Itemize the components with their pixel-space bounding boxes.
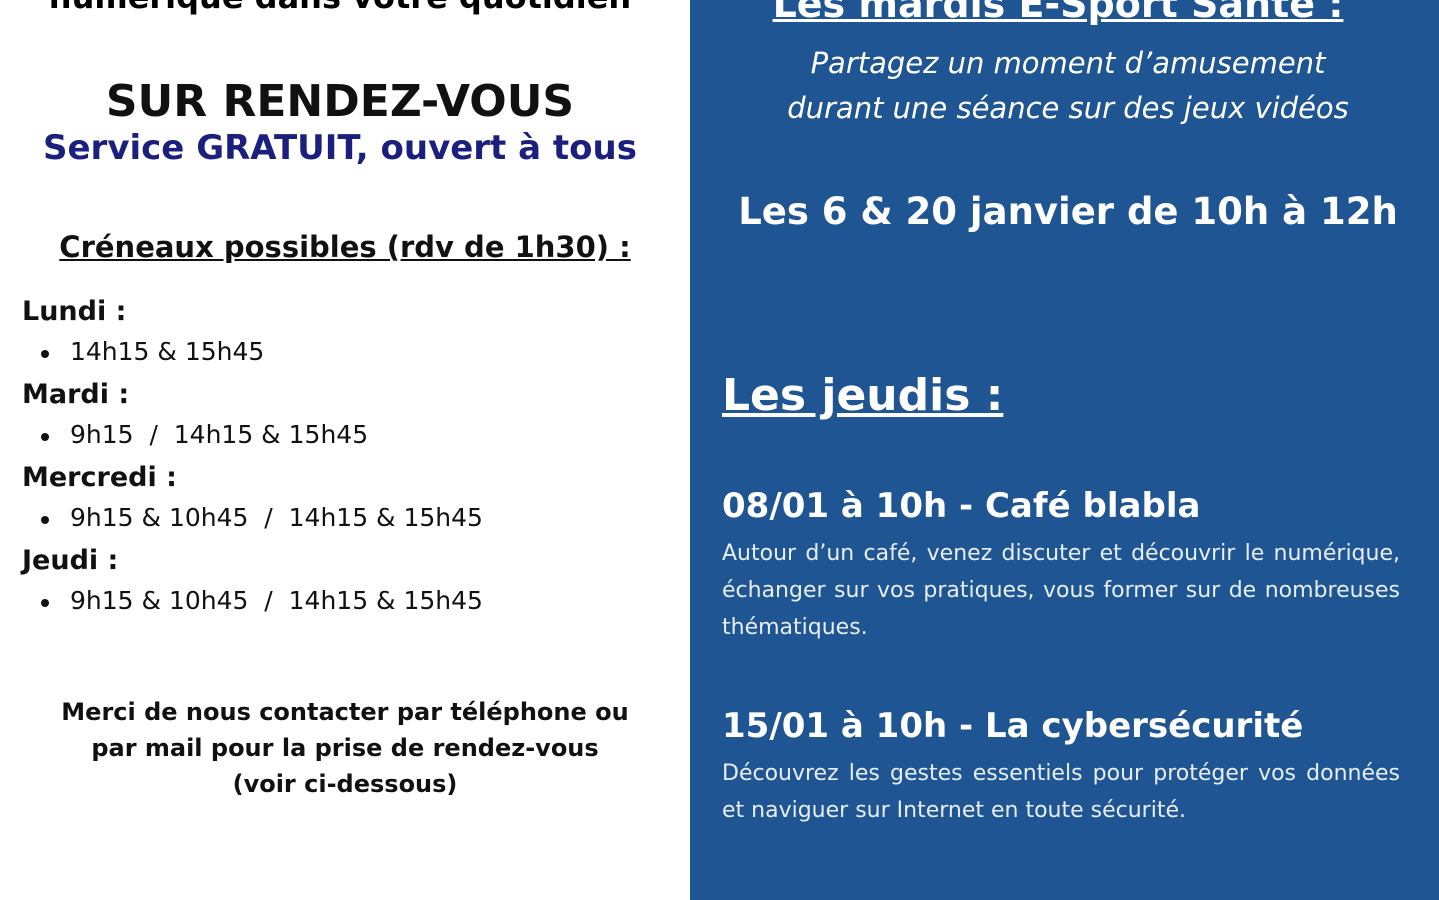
bullet xyxy=(41,350,49,358)
contact-line: (voir ci-dessous) xyxy=(232,770,458,798)
slot-times: 9h15 & 10h45 / 14h15 & 15h45 xyxy=(70,586,483,615)
event-description: Autour d’un café, venez discuter et déco… xyxy=(722,541,1400,640)
day-label: Lundi : xyxy=(22,296,127,327)
day-label: Jeudi : xyxy=(22,545,119,576)
bullet xyxy=(41,599,49,607)
contact-line: Merci de nous contacter par téléphone ou xyxy=(61,698,629,726)
event-title: 08/01 à 10h - Café blabla xyxy=(722,486,1201,526)
esport-text: durant une séance sur des jeux vidéos xyxy=(787,91,1349,125)
day-label: Mercredi : xyxy=(22,462,177,493)
esport-dates: Les 6 & 20 janvier de 10h à 12h xyxy=(738,190,1398,233)
slot-times: 14h15 & 15h45 xyxy=(70,337,265,366)
subheading: Service GRATUIT, ouvert à tous xyxy=(43,128,637,168)
bullet xyxy=(41,433,49,441)
day-label: Mardi : xyxy=(22,379,130,410)
bullet xyxy=(41,516,49,524)
top-line: numérique dans votre quotidien xyxy=(49,0,631,16)
esport-text: Partagez un moment d’amusement xyxy=(810,46,1326,80)
event-title: 15/01 à 10h - La cybersécurité xyxy=(722,706,1304,746)
event-description: Découvrez les gestes essentiels pour pro… xyxy=(722,761,1400,823)
jeudis-title: Les jeudis : xyxy=(722,370,1004,421)
slots-title: Créneaux possibles (rdv de 1h30) : xyxy=(59,230,631,264)
slot-times: 9h15 & 10h45 / 14h15 & 15h45 xyxy=(70,503,483,532)
right-panel: Les mardis E-Sport Santé : Partagez un m… xyxy=(690,0,1439,900)
contact-line: par mail pour la prise de rendez-vous xyxy=(91,734,599,762)
slot-times: 9h15 / 14h15 & 15h45 xyxy=(70,420,369,449)
esport-title: Les mardis E-Sport Santé : xyxy=(772,0,1344,26)
heading: SUR RENDEZ-VOUS xyxy=(105,76,575,127)
